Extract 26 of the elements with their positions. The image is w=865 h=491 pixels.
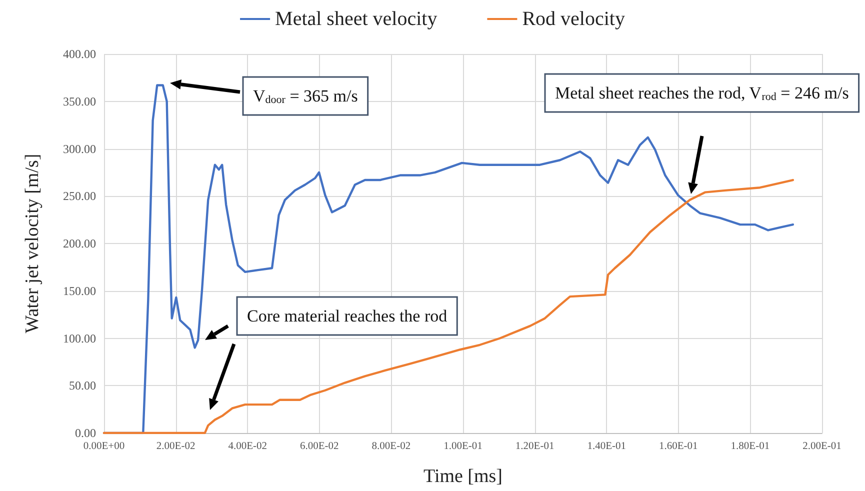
line-series (102, 178, 794, 434)
legend-label: Rod velocity (522, 8, 625, 30)
y-tick-label: 400.00 (63, 47, 96, 61)
y-tick-label: 300.00 (63, 142, 96, 156)
y-tick-label: 200.00 (63, 236, 96, 250)
x-tick-label: 4.00E-02 (228, 441, 267, 452)
x-tick-label: 1.40E-01 (587, 441, 626, 452)
y-tick-label: 250.00 (63, 189, 96, 204)
y-tick-label: 0.00 (75, 426, 96, 440)
x-tick-label: 0.00E+00 (83, 441, 125, 452)
x-axis-title: Time [ms] (423, 466, 503, 487)
x-tick-label: 2.00E-01 (802, 441, 842, 452)
y-tick-label: 100.00 (63, 331, 96, 346)
x-tick-label: 1.80E-01 (730, 441, 770, 452)
annotation: Core material reaches the rod (247, 306, 448, 326)
y-tick-label: 350.00 (63, 94, 96, 108)
x-tick-label: 1.60E-01 (659, 441, 698, 452)
y-axis-title: Water jet velocity [m/s] (22, 154, 43, 334)
x-tick-label: 1.20E-01 (515, 441, 554, 452)
y-tick-label: 150.00 (63, 284, 96, 298)
x-tick-label: 6.00E-02 (300, 441, 339, 452)
legend-label: Metal sheet velocity (275, 8, 438, 30)
x-tick-label: 1.00E-01 (444, 441, 482, 452)
y-tick-label: 50.00 (69, 378, 96, 393)
x-tick-label: 2.00E-02 (156, 441, 196, 452)
x-tick-label: 8.00E-02 (372, 441, 411, 452)
